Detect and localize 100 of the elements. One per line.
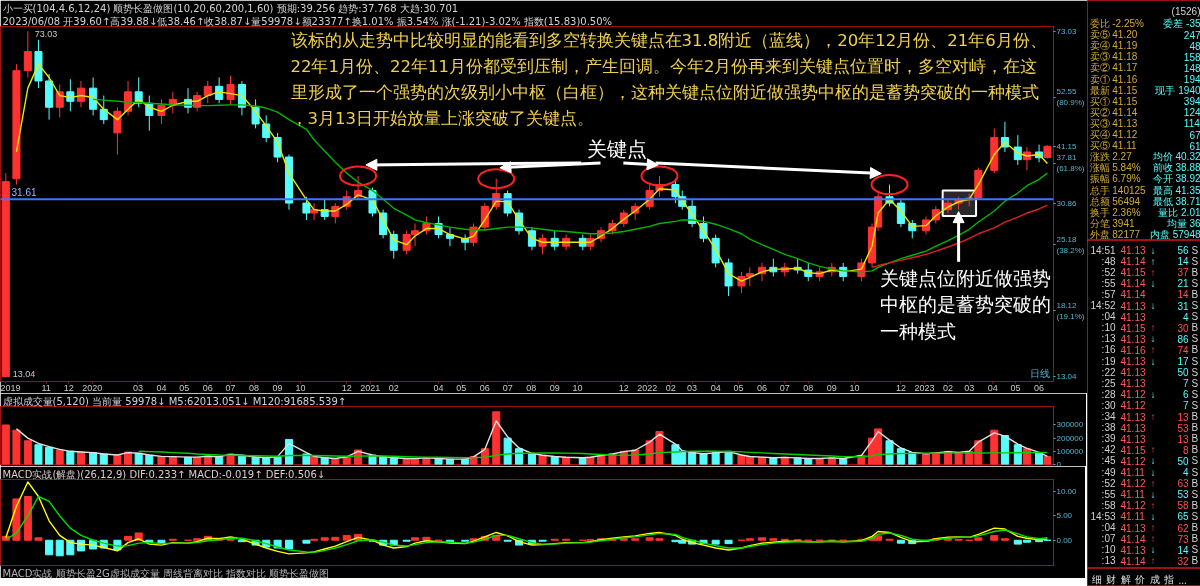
y-tick-label: 100000 — [1056, 446, 1084, 456]
annotation: 该标的从走势中比较明显的能看到多空转换关键点在31.8附近（蓝线），20年12月份、21年6月份、22年1月份、22年11月份都受到压制，产生回调。今年2月份再来到关键点位置时，多空对峙，在这里形成了一个强势的次级别小中枢（白框），这种关键点位附近做强势中枢的是蓄势突破的一种模式，3月13日开始放量上涨突破了关键点。 — [290, 31, 1047, 128]
x-tick-label: 2019 — [0, 382, 21, 393]
text: 14:53 41.11 ↓ 65 S — [1090, 510, 1199, 523]
text: :52 41.15 ↑ 37 B — [1101, 266, 1199, 279]
text: 14:51 41.13 ↓ 56 S — [1090, 244, 1199, 256]
x-tick-label: 09 — [826, 382, 837, 393]
x-tick-label: 03 — [687, 382, 698, 393]
text: :49 41.11 ↓ 4 S — [1101, 466, 1199, 478]
x-tick-label: 08 — [526, 382, 537, 393]
ref-line-label: 31.61 — [11, 187, 37, 199]
annotation: 日线 — [1029, 367, 1050, 379]
y-tick-label: 200000 — [1056, 433, 1084, 443]
x-tick-label: 02 — [942, 382, 953, 393]
x-tick-label: 10 — [849, 382, 860, 393]
x-tick-label: 2021 — [360, 382, 381, 393]
chart-title: 虚拟成交量(5,120) 当前量 59978↓ M5:62013.051↓ M120:91685.539↑ — [2, 395, 347, 407]
x-tick-label: 12 — [895, 382, 906, 393]
text: 卖⑤ 41.20 247 — [1089, 29, 1200, 41]
x-tick-label: 08 — [249, 382, 260, 393]
text: :45 41.12 ↓ 50 S — [1101, 455, 1199, 467]
annotation: 73.03 — [34, 29, 58, 40]
x-tick-label: 05 — [179, 382, 190, 393]
text: 买① 41.15 394 — [1089, 95, 1200, 108]
y-tick-label: 13.04 — [1056, 372, 1078, 382]
x-tick-label: 10 — [295, 382, 306, 393]
y-tick-label: 10.00 — [1056, 487, 1078, 497]
text: 14:52 41.13 ↓ 31 S — [1090, 300, 1199, 312]
x-tick-label: 2022 — [637, 382, 658, 393]
x-tick-label: 12 — [63, 382, 74, 393]
y-tick-label: 0 — [1056, 459, 1062, 469]
x-tick-label: 05 — [1010, 382, 1021, 393]
y-tick-label: 0.00 — [1056, 535, 1073, 545]
text: 涨幅 5.84% 前收 38.88 — [1089, 162, 1200, 174]
x-tick-label: 09 — [549, 382, 560, 393]
text: :58 41.12 ↑ 58 B — [1101, 499, 1199, 512]
x-tick-label: 06 — [1034, 382, 1045, 393]
text: :42 41.15 ↑ 8 B — [1101, 444, 1199, 456]
x-tick-label: 11 — [41, 382, 51, 393]
text: :39 41.13 13 B — [1101, 433, 1199, 445]
text: 卖② 41.17 148 — [1089, 62, 1200, 74]
x-tick-label: 08 — [803, 382, 814, 393]
text: :04 41.13 4 S — [1101, 311, 1199, 323]
text: 买④ 41.12 67 — [1089, 129, 1200, 141]
y-tick-label: 73.03 — [1056, 26, 1078, 36]
x-tick-label: 12 — [618, 382, 629, 393]
x-tick-label: 03 — [132, 382, 143, 393]
text: 卖③ 41.18 158 — [1089, 51, 1200, 63]
y-tick-label: 37.81 (61.8%) — [1056, 153, 1085, 174]
text: 涨跌 2.27 均价 40.32 — [1089, 151, 1200, 163]
text: :25 41.13 7 S — [1101, 377, 1199, 390]
x-tick-label: 04 — [710, 382, 721, 393]
y-tick-label: 5.00 — [1056, 511, 1073, 521]
chart-subtitle: 2023/06/08 开39.60↑高39.88↓低38.46↑收38.87↓量59978↓额23377↑换1.01% 振3.54% 涨(-1.21)-3.02% 指数(15.83)0.50% — [2, 15, 613, 27]
text: :28 41.12 ↓ 6 S — [1101, 388, 1199, 401]
text: :13 41.14 ↑ 32 B — [1101, 555, 1199, 567]
y-tick-label: 52.55 (80.9%) — [1056, 87, 1085, 108]
x-tick-label: 10 — [572, 382, 583, 393]
text: :55 41.14 ↓ 21 S — [1101, 277, 1199, 290]
x-tick-label: 06 — [202, 382, 213, 393]
text: :34 41.13 ↑ 13 B — [1101, 411, 1199, 423]
text: 最新 41.15 现手 1940 — [1089, 84, 1200, 96]
x-tick-label: 03 — [964, 382, 975, 393]
x-tick-label: 2020 — [82, 382, 103, 393]
text: 换手 2.36% 量比 2.01 — [1089, 206, 1200, 218]
x-tick-label: 12 — [341, 382, 352, 393]
text: MACD实战 顺势长盈2G虚拟成交量 周线背离对比 指数对比 顺势长盈做图 — [2, 567, 330, 579]
x-tick-label: 06 — [479, 382, 490, 393]
x-tick-label: 07 — [502, 382, 513, 393]
x-tick-label: 02 — [665, 382, 676, 393]
x-tick-label: 04 — [156, 382, 167, 393]
y-tick-label: 25.18 (38.2%) — [1056, 234, 1085, 255]
x-tick-label: 07 — [779, 382, 790, 393]
text: :48 41.14 ↑ 14 S — [1101, 255, 1199, 268]
text: 买③ 41.13 114 — [1089, 117, 1200, 130]
y-tick-label: 300000 — [1056, 420, 1084, 430]
y-tick-label: 18.12 (19.1%) — [1056, 300, 1085, 321]
text: 总手 140125 最高 41.35 — [1088, 184, 1200, 196]
text: :16 41.16 ↑ 74 B — [1101, 344, 1199, 356]
annotation: 13.04 — [12, 368, 36, 379]
y-tick-label: 41.15 — [1056, 141, 1078, 151]
x-tick-label: 05 — [733, 382, 744, 393]
chart-title: MACD实战(解盘)(26,12,9) DIF:0.233↑ MACD:-0.019↑ DEF:0.506↓ — [2, 468, 326, 480]
x-tick-label: 06 — [756, 382, 767, 393]
text: :22 41.13 50 S — [1101, 366, 1199, 379]
x-tick-label: 09 — [272, 382, 283, 393]
text: 买② 41.14 124 — [1089, 106, 1200, 119]
x-tick-label: 05 — [456, 382, 467, 393]
x-tick-label: 2023 — [914, 382, 935, 393]
text: 卖④ 41.19 48 — [1089, 40, 1200, 52]
text: :13 41.13 ↓ 86 S — [1101, 333, 1199, 345]
text: :38 41.13 53 B — [1101, 422, 1199, 434]
text: (1526) — [1171, 6, 1200, 17]
text: :52 41.12 ↑ 63 B — [1101, 477, 1199, 490]
text: :10 41.13 ↓ 14 S — [1101, 544, 1199, 556]
annotation: 关键点位附近做强势中枢的是蓄势突破的一种模式 — [879, 266, 1051, 342]
text: :57 41.14 14 B — [1101, 288, 1199, 301]
x-tick-label: 04 — [433, 382, 444, 393]
text: :10 41.15 ↑ 30 B — [1101, 322, 1199, 334]
text: :07 41.14 ↑ 73 B — [1101, 533, 1199, 545]
